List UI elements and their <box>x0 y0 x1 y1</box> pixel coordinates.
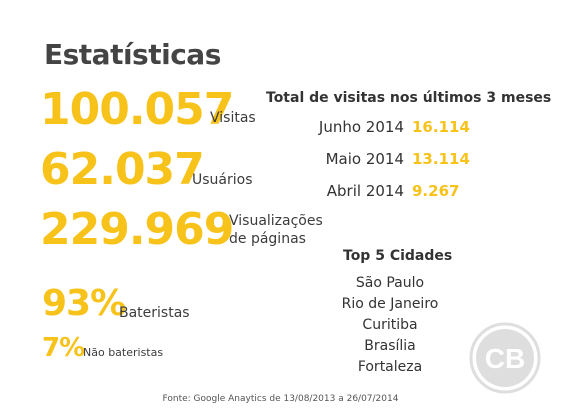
users-count: 62.037 <box>40 144 205 195</box>
drummers-percent: 93% <box>42 283 126 324</box>
pageviews-count: 229.969 <box>40 204 234 255</box>
city-item: Rio de Janeiro <box>341 296 439 312</box>
visits-month: Abril 2014 <box>326 182 404 200</box>
visits-months-title: Total de visitas nos últimos 3 meses <box>266 90 552 106</box>
non-drummers-label: Não bateristas <box>83 346 164 359</box>
visits-value: 9.267 <box>412 182 460 200</box>
city-item: São Paulo <box>355 275 425 291</box>
source-note: Fonte: Google Anaytics de 13/08/2013 a 2… <box>162 394 399 404</box>
cb-logo-icon: CB <box>469 322 541 394</box>
visits-month: Maio 2014 <box>325 150 404 168</box>
drummers-label: Bateristas <box>119 305 190 321</box>
top-cities-title: Top 5 Cidades <box>343 248 453 264</box>
visits-row-may: Maio 2014 13.114 <box>0 150 561 172</box>
visits-months-list: Junho 2014 16.114 Maio 2014 13.114 Abril… <box>0 118 561 204</box>
city-item: Fortaleza <box>357 359 423 375</box>
city-item: Curitiba <box>362 317 418 333</box>
visits-row-june: Junho 2014 16.114 <box>0 118 561 140</box>
page-title: Estatísticas <box>44 38 221 71</box>
visits-value: 13.114 <box>412 150 470 168</box>
visits-label: Visitas <box>210 110 256 126</box>
visits-value: 16.114 <box>412 118 470 136</box>
city-item: Brasília <box>364 338 416 354</box>
visits-count: 100.057 <box>40 84 234 135</box>
non-drummers-percent: 7% <box>42 333 85 363</box>
visits-month: Junho 2014 <box>318 118 404 136</box>
visits-row-april: Abril 2014 9.267 <box>0 182 561 204</box>
users-label: Usuários <box>192 172 253 188</box>
pageviews-label: Visualizações de páginas <box>229 213 323 247</box>
logo-text: CB <box>485 343 525 374</box>
